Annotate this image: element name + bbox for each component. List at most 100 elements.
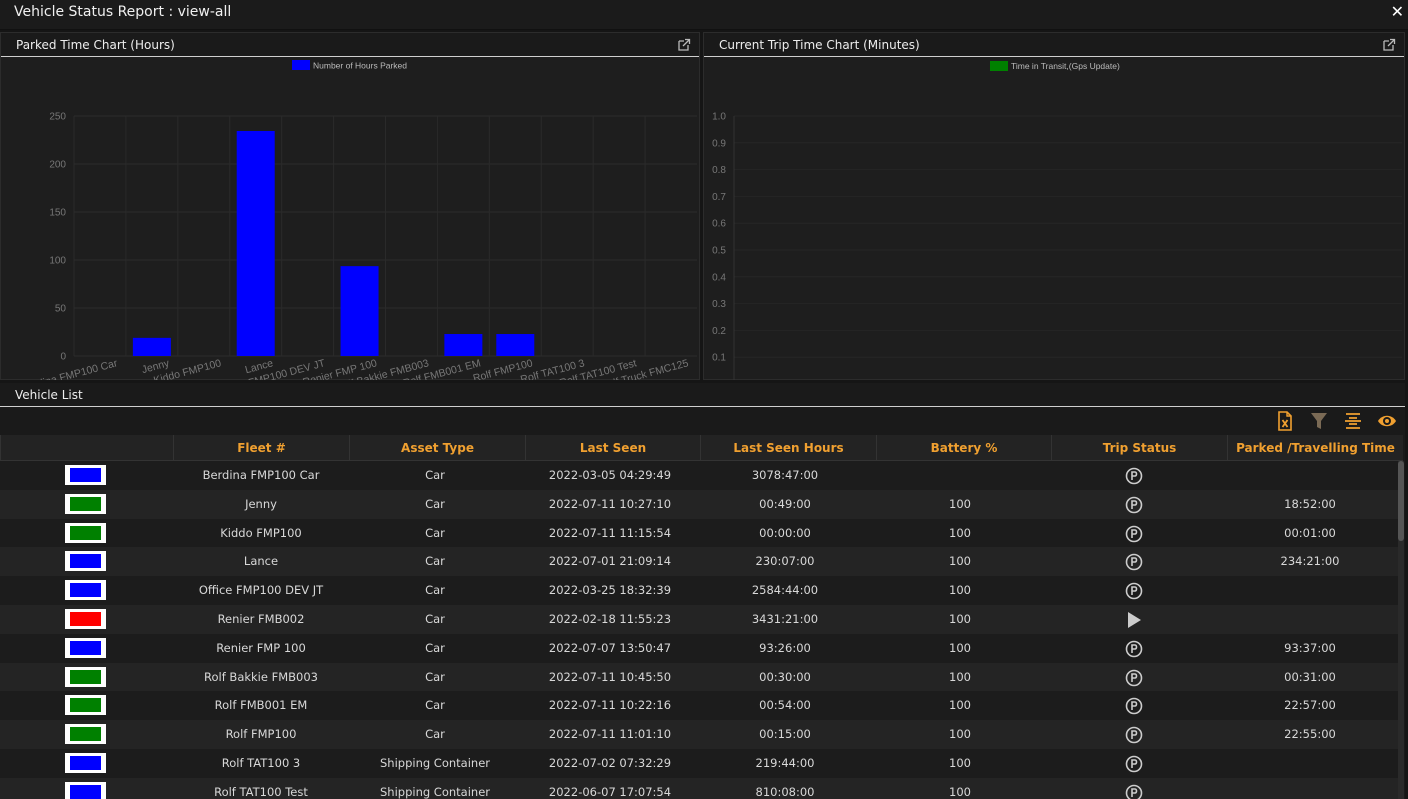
y-tick-label: 0.8 bbox=[712, 165, 726, 176]
status-color-swatch bbox=[65, 637, 106, 658]
visibility-icon[interactable] bbox=[1377, 411, 1397, 431]
cell-fleet: Rolf Bakkie FMB003 bbox=[204, 669, 318, 684]
bar bbox=[236, 130, 275, 356]
status-color-swatch bbox=[65, 493, 106, 514]
status-color-swatch bbox=[65, 465, 106, 485]
excel-export-icon[interactable] bbox=[1275, 411, 1295, 431]
table-row[interactable]: Berdina FMP100 Car Car 2022-03-05 04:29:49… bbox=[0, 461, 1398, 490]
parked-icon bbox=[1125, 640, 1143, 658]
cell-hours: 00:00:00 bbox=[759, 525, 811, 540]
y-tick-label: 0.3 bbox=[712, 299, 726, 310]
column-header[interactable]: Fleet # bbox=[173, 435, 349, 461]
table-row[interactable]: Office FMP100 DEV JT Car 2022-03-25 18:32:… bbox=[0, 576, 1398, 606]
cell-battery: 100 bbox=[949, 496, 971, 511]
y-tick-label: 0 bbox=[720, 380, 726, 381]
y-tick-label: 200 bbox=[49, 160, 66, 171]
bar bbox=[444, 334, 483, 356]
status-color-swatch bbox=[65, 753, 106, 773]
panel-header: Parked Time Chart (Hours) bbox=[1, 33, 699, 57]
status-color-swatch bbox=[65, 580, 106, 601]
column-header[interactable]: Asset Type bbox=[349, 435, 525, 461]
cell-hours: 00:30:00 bbox=[759, 669, 811, 684]
panel-title: Parked Time Chart (Hours) bbox=[16, 38, 175, 52]
column-header[interactable]: Parked /Travelling Time bbox=[1227, 435, 1403, 461]
cell-battery: 100 bbox=[949, 669, 971, 684]
cell-parked-travelling-time bbox=[1220, 461, 1398, 490]
table-row[interactable]: Lance Car 2022-07-01 21:09:14 230:07:00 100 2… bbox=[0, 547, 1398, 577]
table-row[interactable]: Jenny Car 2022-07-11 10:27:10 00:49:00 100 18… bbox=[0, 489, 1398, 519]
status-color-fill bbox=[70, 756, 101, 770]
cell-battery: 100 bbox=[949, 784, 971, 799]
table-row[interactable]: Rolf TAT100 3 Shipping Container 2022-07-0… bbox=[0, 749, 1398, 778]
list-toolbar bbox=[1275, 410, 1397, 432]
cell-hours: 3078:47:00 bbox=[751, 468, 819, 482]
cell-fleet: Renier FMB002 bbox=[217, 612, 305, 626]
table-row[interactable]: Kiddo FMP100 Car 2022-07-11 11:15:54 00:00:… bbox=[0, 518, 1398, 548]
cell-hours: 00:49:00 bbox=[759, 496, 811, 511]
status-color-fill bbox=[70, 640, 101, 655]
status-color-fill bbox=[70, 727, 101, 742]
cell-parked-travelling-time: 22:55:00 bbox=[1284, 727, 1336, 742]
cell-last-seen: 2022-02-18 11:55:23 bbox=[548, 612, 672, 626]
cell-last-seen: 2022-07-02 07:32:29 bbox=[548, 756, 672, 770]
table-row[interactable]: Rolf Bakkie FMB003 Car 2022-07-11 10:45:50… bbox=[0, 662, 1398, 692]
cell-fleet: Lance bbox=[243, 554, 279, 569]
cell-battery: 100 bbox=[949, 640, 971, 655]
parked-icon bbox=[1125, 669, 1143, 686]
cell-asset: Car bbox=[425, 583, 445, 598]
parked-icon bbox=[1125, 525, 1143, 542]
y-tick-label: 0.1 bbox=[712, 353, 726, 364]
group-icon[interactable] bbox=[1343, 411, 1363, 431]
status-color-swatch bbox=[65, 781, 106, 799]
vehicle-list-panel: Vehicle List Fleet # Asset Type Last Seen L… bbox=[0, 383, 1405, 799]
y-tick-label: 1.0 bbox=[712, 112, 726, 123]
cell-battery: 100 bbox=[949, 756, 971, 770]
column-header[interactable]: Last Seen bbox=[525, 435, 700, 461]
column-header[interactable]: Battery % bbox=[876, 435, 1051, 461]
cell-asset: Shipping Container bbox=[379, 756, 491, 770]
parked-time-chart: Number of Hours Parked 0 50 100 150 200 250 Ber… bbox=[20, 60, 697, 380]
cell-hours: 230:07:00 bbox=[755, 554, 815, 569]
parked-time-chart-panel: Parked Time Chart (Hours) Number of Hour… bbox=[0, 32, 700, 380]
cell-last-seen: 2022-07-11 11:01:10 bbox=[548, 727, 672, 742]
table-row[interactable]: Renier FMB002 Car 2022-02-18 11:55:23 3431:… bbox=[0, 605, 1398, 634]
cell-asset: Car bbox=[425, 612, 445, 626]
cell-last-seen: 2022-07-01 21:09:14 bbox=[548, 554, 672, 569]
table-row[interactable]: Rolf FMB001 EM Car 2022-07-11 10:22:16 00:5… bbox=[0, 691, 1398, 721]
cell-hours: 00:54:00 bbox=[759, 698, 811, 713]
y-tick-label: 250 bbox=[49, 112, 66, 123]
cell-last-seen: 2022-07-11 11:15:54 bbox=[548, 525, 672, 540]
panel-title: Vehicle List bbox=[15, 388, 83, 402]
filter-icon[interactable] bbox=[1309, 411, 1329, 431]
panel-header: Vehicle List bbox=[0, 383, 1405, 407]
cell-battery: 100 bbox=[949, 698, 971, 713]
cell-battery bbox=[870, 461, 1050, 490]
status-color-swatch bbox=[65, 724, 106, 745]
popout-icon[interactable] bbox=[677, 38, 691, 52]
panel-title: Current Trip Time Chart (Minutes) bbox=[719, 38, 920, 52]
table-row[interactable]: Renier FMP 100 Car 2022-07-07 13:50:47 93:2… bbox=[0, 633, 1398, 663]
status-color-fill bbox=[70, 468, 101, 482]
parked-icon bbox=[1125, 582, 1143, 600]
table-row[interactable]: Rolf TAT100 Test Shipping Container 2022-0… bbox=[0, 777, 1398, 799]
legend-swatch bbox=[990, 61, 1008, 71]
chart-legend: Number of Hours Parked bbox=[292, 60, 407, 71]
status-color-swatch bbox=[65, 695, 106, 716]
y-tick-label: 0 bbox=[60, 352, 66, 363]
cell-asset: Car bbox=[425, 525, 445, 540]
close-icon[interactable]: ✕ bbox=[1390, 2, 1404, 21]
popout-icon[interactable] bbox=[1382, 38, 1396, 52]
vertical-scrollbar[interactable] bbox=[1398, 461, 1404, 799]
cell-battery: 100 bbox=[949, 525, 971, 540]
column-header[interactable]: Trip Status bbox=[1051, 435, 1227, 461]
cell-fleet: Office FMP100 DEV JT bbox=[198, 583, 324, 598]
scrollbar-thumb[interactable] bbox=[1398, 461, 1404, 541]
column-header[interactable] bbox=[0, 435, 173, 461]
cell-fleet: Jenny bbox=[245, 496, 277, 511]
bar bbox=[132, 337, 171, 356]
column-header[interactable]: Last Seen Hours bbox=[700, 435, 876, 461]
table-row[interactable]: Rolf FMP100 Car 2022-07-11 11:01:10 00:15:0… bbox=[0, 720, 1398, 750]
parked-icon bbox=[1125, 554, 1143, 571]
table-header: Fleet # Asset Type Last Seen Last Seen Hour… bbox=[0, 435, 1403, 461]
y-tick-label: 0.4 bbox=[712, 272, 726, 283]
